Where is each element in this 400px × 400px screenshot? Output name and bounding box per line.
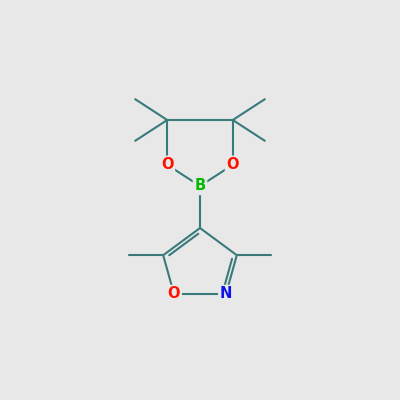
Text: O: O <box>226 157 239 172</box>
Text: O: O <box>168 286 180 302</box>
Text: O: O <box>161 157 174 172</box>
Text: N: N <box>220 286 232 302</box>
Text: B: B <box>194 178 206 194</box>
